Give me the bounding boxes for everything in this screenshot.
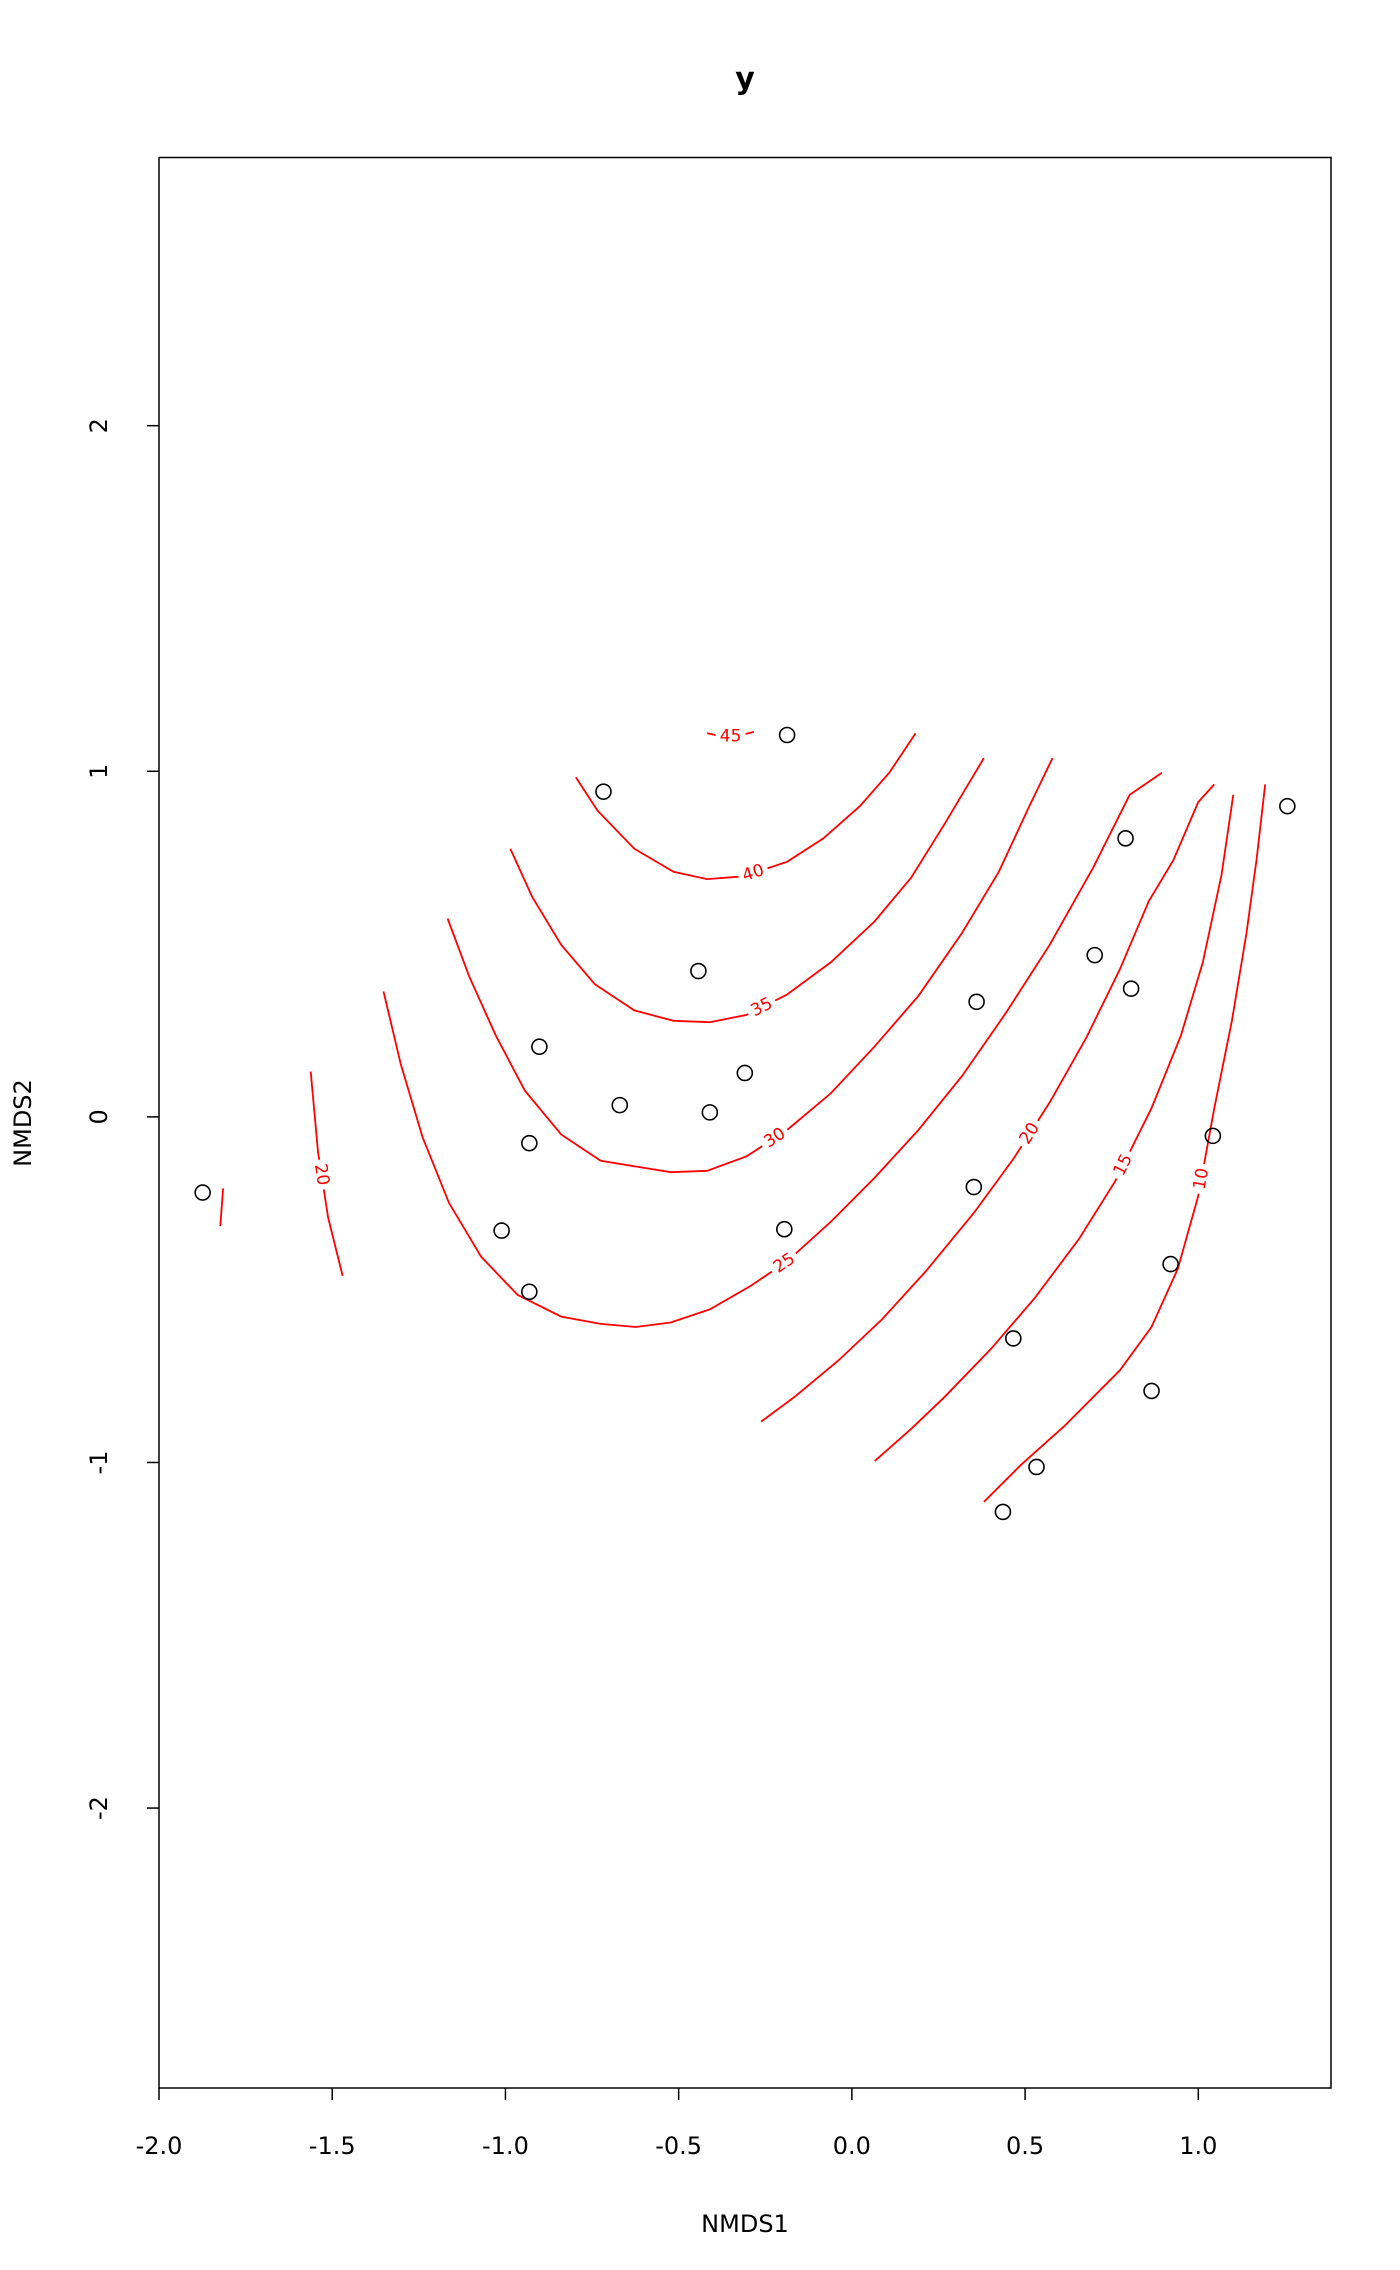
site-point xyxy=(1279,797,1296,815)
contour-line xyxy=(874,794,1235,1462)
y-tick-label: -2 xyxy=(85,1796,113,1820)
site-point xyxy=(965,1178,983,1196)
plot-frame xyxy=(158,156,1332,2089)
site-point xyxy=(690,962,707,980)
contour-line xyxy=(382,771,1163,1328)
x-tick-label: -2.0 xyxy=(136,2132,183,2160)
contour-label-bg xyxy=(1014,1116,1046,1151)
site-point xyxy=(1005,1330,1022,1347)
chart-title: y xyxy=(735,62,755,97)
contour-label-bg xyxy=(310,1158,333,1191)
contour-label: 10 xyxy=(1190,1166,1214,1191)
contour-line xyxy=(446,757,1054,1174)
x-axis-label: NMDS1 xyxy=(701,2210,789,2238)
site-point xyxy=(994,1503,1012,1521)
y-tick-label: -1 xyxy=(85,1451,113,1475)
contour-line xyxy=(983,784,1267,1503)
contour-line xyxy=(509,757,985,1024)
site-point xyxy=(493,1222,510,1239)
contour-label-bg xyxy=(1189,1162,1213,1196)
contour-label-bg xyxy=(736,859,771,887)
y-tick-label: 0 xyxy=(85,1109,113,1124)
contour-label-bg xyxy=(766,1247,802,1280)
site-point xyxy=(1122,980,1140,997)
x-tick-label: 1.0 xyxy=(1179,2132,1217,2160)
contour-label-bg xyxy=(757,1122,793,1154)
site-point xyxy=(611,1096,629,1114)
x-tick-label: -1.5 xyxy=(309,2132,356,2160)
site-point xyxy=(736,1064,754,1082)
x-tick-label: 0.5 xyxy=(1006,2132,1044,2160)
site-point xyxy=(968,993,985,1011)
site-point xyxy=(1028,1458,1045,1476)
site-point xyxy=(521,1134,538,1152)
site-point xyxy=(1204,1127,1222,1145)
x-tick-label: -0.5 xyxy=(655,2132,702,2160)
y-tick-label: 2 xyxy=(85,418,113,433)
site-point xyxy=(778,726,796,744)
site-point xyxy=(1143,1382,1160,1400)
site-point xyxy=(1086,946,1104,964)
y-tick-label: 1 xyxy=(85,764,113,779)
x-tick-label: -1.0 xyxy=(482,2132,529,2160)
site-point xyxy=(701,1104,719,1121)
site-point xyxy=(1117,830,1134,847)
site-point xyxy=(194,1184,211,1201)
site-point xyxy=(531,1038,548,1056)
contour-label-bg xyxy=(1108,1147,1138,1183)
contour-label-bg xyxy=(715,727,746,746)
site-point xyxy=(776,1220,793,1238)
y-axis-label: NMDS2 xyxy=(9,1079,37,1167)
contour-label: 20 xyxy=(310,1162,333,1186)
site-point xyxy=(521,1283,538,1301)
contour-label-bg xyxy=(744,992,780,1023)
x-tick-label: 0.0 xyxy=(833,2132,871,2160)
contour-line xyxy=(219,1188,224,1227)
site-point xyxy=(1162,1255,1179,1273)
contour-label: 45 xyxy=(720,726,742,746)
site-point xyxy=(595,783,612,800)
